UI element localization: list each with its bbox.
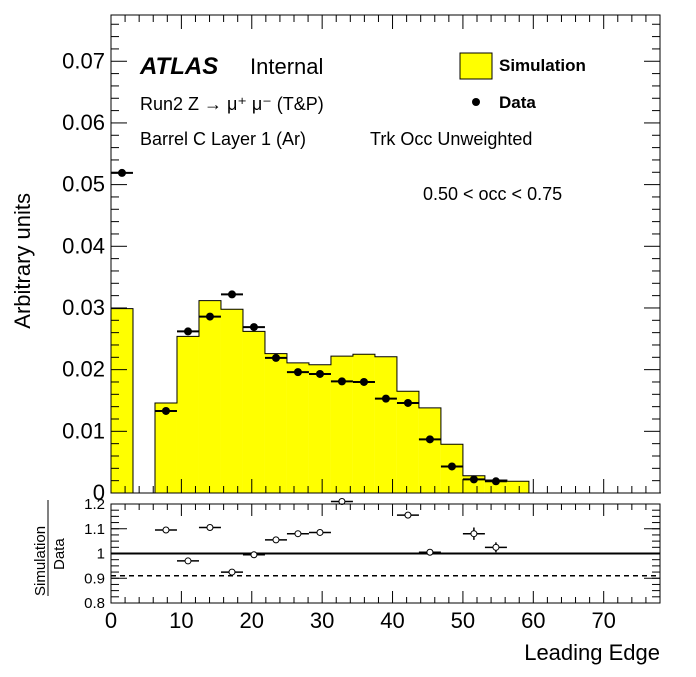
y-axis-label: Arbitrary units [10,193,35,329]
x-tick-label: 40 [380,608,404,633]
ratio-point [162,526,170,534]
y-tick-label: 0.03 [62,295,105,320]
ratio-point [184,557,192,565]
x-tick-label: 60 [521,608,545,633]
x-tick-label: 20 [240,608,264,633]
simulation-bar [286,362,309,493]
simulation-bar [396,391,419,493]
simulation-bar [352,354,375,493]
data-point [425,435,434,444]
ratio-point [470,530,478,538]
process-label: Run2 Z → μ⁺ μ⁻ (T&P) [140,94,324,114]
legend: Simulation Data [459,52,586,112]
ratio-point [294,530,302,538]
ratio-point [206,524,214,532]
simulation-bar [484,480,507,493]
ratio-y-label-denominator: Data [51,538,68,570]
data-point [359,377,368,386]
y-tick-label: 0.06 [62,110,105,135]
data-point [293,368,302,377]
internal-label: Internal [250,54,323,79]
y-tick-label: 0.07 [62,48,105,73]
x-tick-label: 10 [169,608,193,633]
occupancy-cut-label: 0.50 < occ < 0.75 [423,184,562,204]
ratio-y-tick-label: 0.9 [84,570,105,587]
data-point [271,353,280,362]
x-tick-label: 0 [105,608,117,633]
simulation-bar [506,481,529,493]
simulation-histogram [110,300,661,494]
ratio-axes: 0.8 0.9 1 1.1 1.2 0 10 20 30 40 50 60 70 [84,496,661,633]
simulation-bar [264,353,287,493]
simulation-bar [154,402,177,493]
ratio-points [154,498,507,576]
weighting-label: Trk Occ Unweighted [370,129,532,149]
main-axes: 0 0.01 0.02 0.03 0.04 0.05 0.06 0.07 [62,15,661,505]
simulation-bar [308,364,331,493]
simulation-outline [110,300,661,494]
ratio-y-tick-label: 1.2 [84,496,105,513]
ratio-point [404,511,412,519]
data-point [184,327,193,336]
ratio-y-axis-label: Simulation Data [32,500,68,596]
data-point [491,477,500,486]
simulation-bar [330,356,353,493]
legend-simulation-swatch [459,52,493,80]
ratio-point [426,548,434,556]
y-tick-label: 0.01 [62,418,105,443]
x-tick-label: 50 [451,608,475,633]
legend-data-label: Data [499,93,536,112]
data-point [469,475,478,484]
data-point [249,323,258,332]
region-label: Barrel C Layer 1 (Ar) [140,129,306,149]
main-frame [110,14,661,494]
data-points [110,168,507,486]
ratio-reference-lines [111,552,660,577]
simulation-bar [198,300,221,493]
atlas-label: ATLAS [139,53,218,80]
simulation-bar [418,407,441,493]
ratio-point [338,498,346,506]
data-point [205,312,214,321]
data-point [315,369,324,378]
legend-data-marker [472,98,480,106]
legend-simulation-label: Simulation [499,56,586,75]
ratio-y-label-numerator: Simulation [32,526,49,596]
simulation-bar [242,331,265,493]
data-point [447,462,456,471]
ratio-y-tick-label: 1 [97,546,105,563]
y-tick-label: 0.05 [62,172,105,197]
ratio-y-tick-label: 0.8 [84,595,105,612]
simulation-bar [111,308,133,493]
x-tick-label: 30 [310,608,334,633]
ratio-point [316,528,324,536]
data-point [337,377,346,386]
ratio-point [228,568,236,576]
x-axis-label: Leading Edge [524,640,660,665]
x-tick-label: 70 [591,608,615,633]
data-point [161,406,170,415]
y-tick-label: 0.04 [62,233,105,258]
simulation-bar [220,309,243,493]
ratio-y-tick-label: 1.1 [84,521,105,538]
data-point [403,398,412,407]
ratio-point [250,551,258,559]
data-point [117,168,126,177]
ratio-point [272,536,280,544]
simulation-bar [176,336,199,493]
data-point [381,394,390,403]
simulation-bar [374,356,397,493]
y-tick-label: 0.02 [62,357,105,382]
y-tick-label: 0 [93,480,105,505]
data-point [227,290,236,299]
ratio-frame [110,503,661,604]
ratio-point [492,543,500,551]
